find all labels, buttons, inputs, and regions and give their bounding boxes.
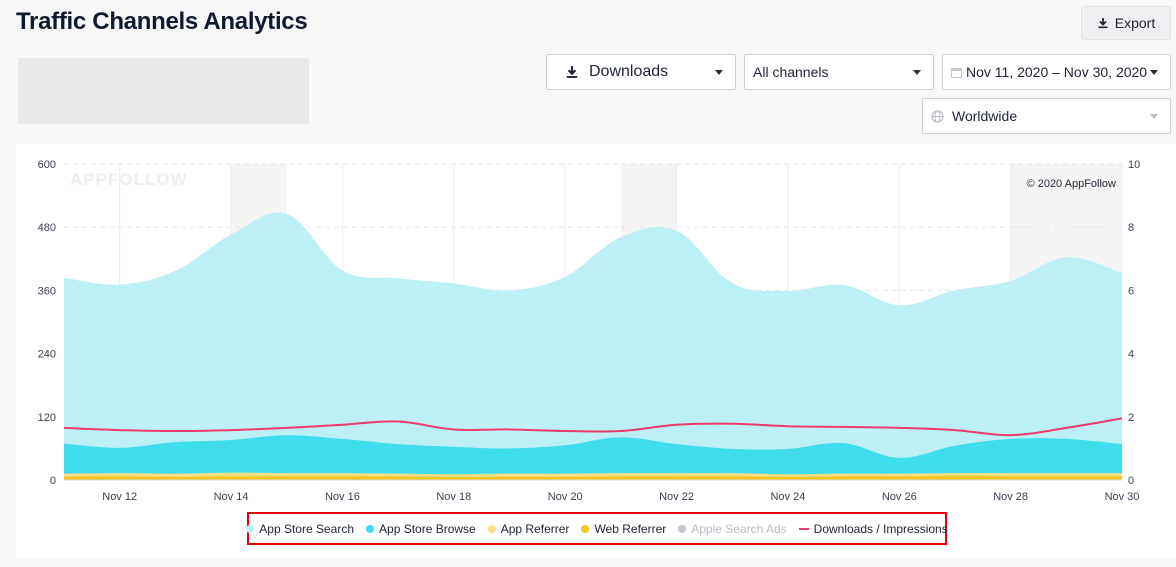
- legend-item-downloads-impressions[interactable]: Downloads / Impressions: [798, 521, 948, 536]
- y-left-tick-label: 120: [38, 412, 56, 424]
- area-app-store-browse: [64, 435, 1122, 480]
- channels-select-value: All channels: [753, 64, 829, 80]
- x-tick-label: Nov 26: [882, 491, 917, 503]
- y-right-tick-label: 0: [1128, 475, 1134, 487]
- legend-item-apple-search-ads[interactable]: Apple Search Ads: [678, 521, 787, 536]
- y-right-tick-label: 8: [1128, 222, 1134, 234]
- chart-legend: App Store Search App Store Browse App Re…: [246, 512, 948, 545]
- download-icon: [565, 65, 579, 79]
- chart-watermark: APPFOLLOW: [70, 170, 188, 189]
- legend-label: Web Referrer: [594, 521, 667, 536]
- region-select[interactable]: Worldwide: [922, 98, 1171, 134]
- y-left-tick-label: 360: [38, 285, 56, 297]
- legend-label: Downloads / Impressions: [813, 521, 948, 536]
- legend-marker: [581, 524, 590, 533]
- y-left-tick-label: 240: [38, 349, 56, 361]
- legend-marker: [487, 524, 496, 533]
- region-select-value: Worldwide: [952, 108, 1018, 124]
- y-right-tick-label: 10: [1128, 159, 1140, 171]
- legend-label: App Referrer: [500, 521, 570, 536]
- y-left-tick-label: 480: [38, 222, 56, 234]
- download-icon: [1097, 17, 1109, 29]
- chevron-down-icon: [913, 70, 921, 75]
- legend-item-app-store-browse[interactable]: App Store Browse: [366, 522, 476, 536]
- x-tick-label: Nov 18: [436, 491, 471, 503]
- legend-item-app-referrer[interactable]: App Referrer: [487, 521, 570, 536]
- chart-copyright: © 2020 AppFollow: [1027, 178, 1116, 190]
- legend-label: Apple Search Ads: [691, 521, 787, 536]
- area-app-store-search: [64, 212, 1122, 480]
- date-range-value: Nov 11, 2020 – Nov 30, 2020: [966, 64, 1148, 80]
- channels-select[interactable]: All channels: [744, 54, 934, 90]
- area-web-referrer: [64, 475, 1122, 480]
- y-left-tick-label: 0: [50, 475, 56, 487]
- metric-select[interactable]: Downloads: [546, 54, 736, 90]
- line-downloads-impressions: [63, 417, 1123, 437]
- chevron-down-icon: [1150, 114, 1158, 119]
- x-tick-label: Nov 20: [548, 491, 583, 503]
- legend-marker: [366, 524, 375, 533]
- legend-marker: [246, 524, 255, 533]
- export-button[interactable]: Export: [1081, 6, 1171, 40]
- x-tick-label: Nov 28: [993, 491, 1028, 503]
- x-tick-label: Nov 30: [1105, 491, 1140, 503]
- date-range-select[interactable]: Nov 11, 2020 – Nov 30, 2020: [942, 54, 1171, 90]
- y-right-tick-label: 6: [1128, 285, 1134, 297]
- metric-select-value: Downloads: [589, 63, 669, 80]
- y-right-tick-label: 4: [1128, 349, 1134, 361]
- chevron-down-icon: [715, 70, 723, 75]
- legend-marker: [798, 527, 809, 530]
- legend-label: App Store Search: [259, 521, 355, 536]
- x-tick-label: Nov 24: [770, 491, 805, 503]
- legend-label: App Store Browse: [379, 521, 476, 536]
- x-tick-label: Nov 22: [659, 491, 694, 503]
- globe-icon: [931, 109, 944, 123]
- legend-marker: [678, 524, 687, 533]
- x-tick-label: Nov 12: [102, 491, 137, 503]
- y-left-tick-label: 600: [38, 159, 56, 171]
- legend-item-web-referrer[interactable]: Web Referrer: [581, 522, 666, 536]
- chevron-down-icon: [1150, 70, 1158, 75]
- x-tick-label: Nov 14: [214, 491, 249, 503]
- legend-item-app-store-search[interactable]: App Store Search: [246, 522, 354, 536]
- export-label: Export: [1114, 15, 1156, 31]
- page-title: Traffic Channels Analytics: [16, 8, 308, 35]
- y-right-tick-label: 2: [1128, 412, 1134, 424]
- app-card-placeholder: [18, 58, 309, 124]
- x-tick-label: Nov 16: [325, 491, 360, 503]
- calendar-icon: [951, 67, 962, 78]
